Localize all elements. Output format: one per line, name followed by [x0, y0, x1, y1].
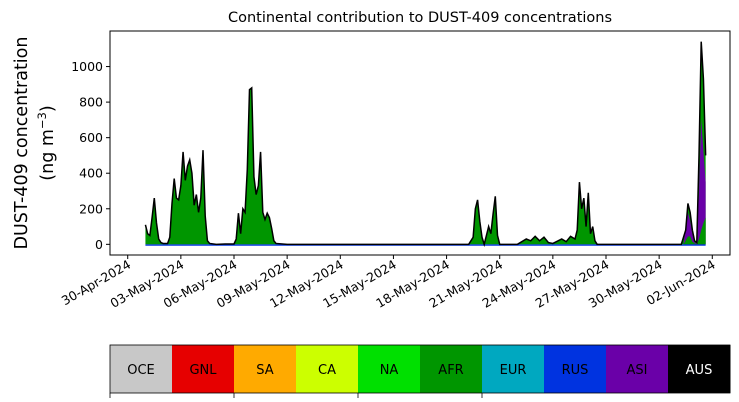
y-ticks: 0 200 400 600 800 1000: [71, 59, 110, 252]
legend-label-oce: OCE: [127, 363, 155, 378]
y-axis-label-sup: −3: [35, 112, 49, 129]
legend-label-rus: RUS: [562, 363, 589, 378]
plot-area: [109, 30, 731, 256]
legend-frame: [109, 344, 731, 394]
legend-swatch-na: [358, 345, 421, 393]
legend-label-gnl: GNL: [189, 363, 217, 378]
legend-label-na: NA: [380, 363, 399, 378]
legend-label-eur: EUR: [500, 363, 527, 378]
x-ticks: 30-Apr-202403-May-202406-May-202409-May-…: [59, 255, 718, 311]
legend-label-sa: SA: [256, 363, 273, 378]
y-tick-label: 600: [79, 130, 103, 145]
total-line: [144, 41, 707, 248]
y-axis-label-line2: (ng m−3): [35, 105, 58, 180]
y-tick-label: 400: [79, 166, 103, 181]
legend-label-ca: CA: [318, 363, 336, 378]
y-tick-label: 1000: [71, 59, 103, 74]
legend-label-afr: AFR: [438, 363, 463, 378]
y-axis-label-prefix: (ng m: [38, 129, 58, 181]
y-axis-label: DUST-409 concentration (ng m−3): [12, 37, 58, 250]
legend-swatch-aus: [668, 345, 731, 393]
afr-area: [145, 41, 706, 245]
legend-swatch-sa: [234, 345, 297, 393]
afr-end-area: [683, 217, 706, 245]
axes-frame: [109, 30, 731, 256]
chart-title: Continental contribution to DUST-409 con…: [228, 10, 612, 26]
legend-swatch-eur: [482, 345, 545, 393]
y-tick-label: 200: [79, 201, 103, 216]
legend-swatch-oce: [110, 345, 173, 393]
legend-swatch-rus: [544, 345, 607, 393]
legend-swatch-ca: [296, 345, 359, 393]
legend-colorbar: OCE GNL SA CA NA AFR EUR RUS ASI AUS: [109, 344, 731, 398]
legend-label-aus: AUS: [686, 363, 713, 378]
asi-area: [683, 119, 706, 245]
legend-swatch-asi: [606, 345, 669, 393]
legend-swatch-gnl: [172, 345, 235, 393]
legend-label-asi: ASI: [627, 363, 648, 378]
y-tick-label: 800: [79, 95, 103, 110]
y-axis-label-suffix: ): [38, 105, 58, 112]
legend-swatch-afr: [420, 345, 483, 393]
y-tick-label: 0: [95, 237, 103, 252]
y-axis-label-line1: DUST-409 concentration: [12, 37, 32, 250]
